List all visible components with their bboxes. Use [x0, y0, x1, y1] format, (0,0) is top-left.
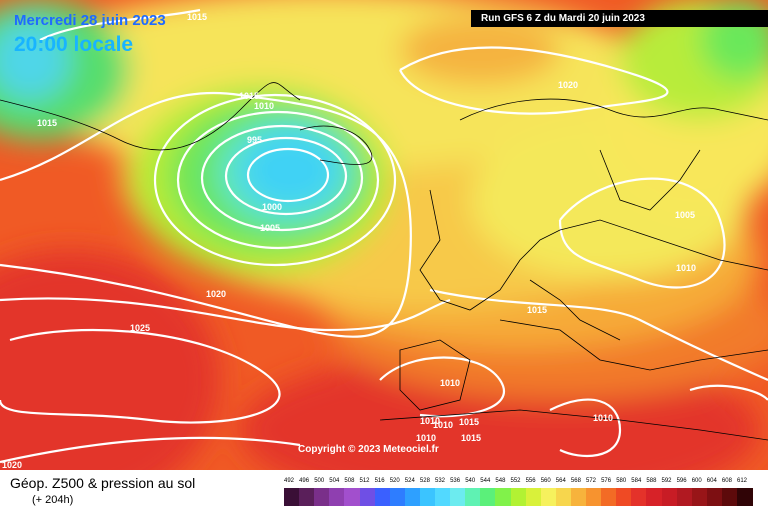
scale-tick-label: 560 [540, 478, 551, 484]
scale-tick-label: 512 [359, 478, 370, 484]
isobar-label: 995 [247, 135, 263, 145]
scale-swatch [329, 488, 345, 506]
scale-swatch [314, 488, 330, 506]
legend-title: Géop. Z500 & pression au sol [10, 475, 196, 491]
scale-tick-label: 504 [329, 478, 340, 484]
copyright: Copyright © 2023 Meteociel.fr [298, 444, 439, 455]
scale-swatch [359, 488, 376, 506]
scale-tick-label: 572 [586, 478, 597, 484]
scale-tick-label: 544 [480, 478, 491, 484]
scale-tick-label: 508 [344, 478, 355, 484]
isobar-label: 1010 [416, 433, 437, 443]
scale-swatch [631, 488, 647, 506]
isobar-label: 1010 [676, 263, 697, 273]
scale-tick-label: 500 [314, 478, 325, 484]
scale-tick-label: 584 [631, 478, 642, 484]
scale-tick-label: 576 [601, 478, 612, 484]
scale-swatch [706, 488, 723, 506]
isobar-label: 1000 [262, 202, 283, 212]
scale-tick-label: 536 [450, 478, 461, 484]
isobar-contours [0, 8, 768, 464]
scale-swatch [555, 488, 572, 506]
scale-tick-label: 548 [495, 478, 506, 484]
isobar-label: 1015 [527, 305, 548, 315]
scale-swatch [737, 488, 753, 506]
scale-swatch [419, 488, 436, 506]
scale-tick-label: 588 [646, 478, 657, 484]
scale-swatch [510, 488, 527, 506]
scale-swatch [389, 488, 406, 506]
scale-swatch [646, 488, 662, 506]
scale-tick-label: 612 [737, 478, 748, 484]
scale-tick-label: 492 [284, 478, 295, 484]
scale-swatch [495, 488, 511, 506]
scale-swatch [465, 488, 481, 506]
scale-tick-label: 556 [525, 478, 536, 484]
isobar-label: 1020 [206, 289, 227, 299]
isobar-label: 1005 [260, 223, 281, 233]
isobar-label: 1010 [254, 101, 275, 111]
scale-tick-label: 600 [691, 478, 702, 484]
scale-swatch [450, 488, 466, 506]
isobar-label: 1010 [420, 416, 441, 426]
isobar-label: 1005 [675, 210, 696, 220]
scale-swatch [374, 488, 391, 506]
scale-tick-label: 592 [661, 478, 672, 484]
isobar-label: 1020 [558, 80, 579, 90]
scale-tick-label: 496 [299, 478, 310, 484]
isobar-label: 1015 [239, 91, 260, 101]
legend-subtitle: (+ 204h) [32, 494, 74, 506]
scale-swatch [299, 488, 315, 506]
scale-swatch [284, 488, 300, 506]
scale-tick-label: 528 [419, 478, 430, 484]
scale-swatch [480, 488, 496, 506]
isobar-label: 1015 [37, 118, 58, 128]
scale-swatch [586, 488, 602, 506]
scale-tick-label: 604 [706, 478, 717, 484]
scale-swatch [570, 488, 587, 506]
scale-tick-label: 568 [570, 478, 581, 484]
isobar-label: 1010 [593, 413, 614, 423]
scale-tick-label: 580 [616, 478, 627, 484]
scale-swatch [435, 488, 451, 506]
isobar-label: 1020 [2, 460, 23, 470]
scale-tick-label: 520 [389, 478, 400, 484]
isobar-label: 1015 [461, 433, 482, 443]
scale-swatch [525, 488, 542, 506]
isobar-label: 1025 [130, 323, 151, 333]
isobar-label: 1010 [440, 378, 461, 388]
forecast-date: Mercredi 28 juin 2023 [14, 12, 166, 29]
scale-swatch [344, 488, 360, 506]
isobar-label: 1015 [459, 417, 480, 427]
isobar-label: 1010 [433, 420, 454, 430]
scale-tick-label: 516 [374, 478, 385, 484]
scale-swatch [540, 488, 557, 506]
color-scale: 492 496 500 504 508 512 516 520 524 528 532 536 540 5… [284, 478, 753, 508]
scale-swatch [691, 488, 708, 506]
scale-swatch [676, 488, 693, 506]
scale-tick-label: 564 [555, 478, 566, 484]
scale-tick-label: 540 [465, 478, 476, 484]
scale-swatch [721, 488, 738, 506]
run-info: Run GFS 6 Z du Mardi 20 juin 2023 [471, 10, 768, 27]
scale-tick-label: 532 [435, 478, 446, 484]
forecast-time: 20:00 locale [14, 33, 134, 56]
scale-tick-label: 552 [510, 478, 521, 484]
scale-swatch [601, 488, 617, 506]
scale-tick-label: 608 [721, 478, 732, 484]
scale-tick-label: 524 [404, 478, 415, 484]
coastlines [0, 82, 768, 441]
scale-swatch [661, 488, 678, 506]
isobar-label: 1015 [187, 12, 208, 22]
scale-swatch [404, 488, 421, 506]
forecast-map [0, 0, 768, 470]
scale-swatch [616, 488, 632, 506]
scale-tick-label: 596 [676, 478, 687, 484]
